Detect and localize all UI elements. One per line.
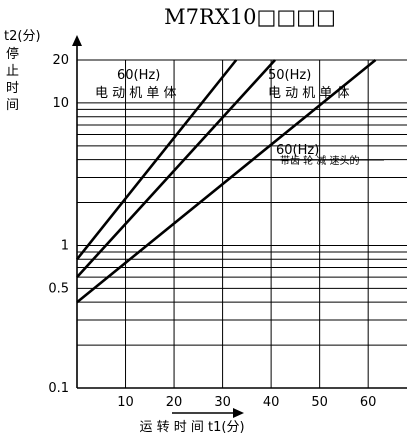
y-axis-arrow xyxy=(72,35,82,46)
series-line-3 xyxy=(76,58,377,304)
y-axis-label-char: 时 xyxy=(6,81,19,96)
y-tick-label: 10 xyxy=(52,96,69,111)
x-tick-label: 10 xyxy=(117,395,134,410)
annotation-50hz-motor: 50(Hz) 电 动 机 单 体 xyxy=(268,68,350,101)
y-axis-label-char: 间 xyxy=(6,98,19,113)
y-tick-label: 20 xyxy=(52,53,69,68)
grid xyxy=(77,59,407,389)
annotation-60hz-gear-desc: 带齿 轮 减 速头的 xyxy=(280,154,360,167)
annotation-50hz-motor-desc: 电 动 机 单 体 xyxy=(268,86,350,101)
y-axis-label-char: 停 xyxy=(6,46,19,62)
y-axis-symbol: t2(分) xyxy=(4,29,41,44)
series-line-2 xyxy=(76,59,276,278)
y-tick-label: 0.5 xyxy=(48,281,69,296)
annotation-60hz-gear-freq: 60(Hz) xyxy=(276,143,319,158)
annotation-50hz-motor-freq: 50(Hz) xyxy=(268,68,311,83)
x-axis-label: 运 转 时 间 t1(分) xyxy=(139,420,244,435)
y-ticks: 20 10 1 0.5 0.1 xyxy=(48,53,69,396)
series-lines xyxy=(75,58,377,304)
x-tick-label: 40 xyxy=(263,395,280,410)
y-tick-label: 0.1 xyxy=(48,381,69,396)
x-tick-label: 30 xyxy=(214,395,231,410)
x-tick-label: 50 xyxy=(311,395,328,410)
axes xyxy=(72,35,407,389)
annotation-60hz-motor: 60(Hz) 电 动 机 单 体 xyxy=(95,68,177,101)
chart-title: M7RX10□□□□ xyxy=(164,5,336,29)
annotation-60hz-motor-freq: 60(Hz) xyxy=(117,68,160,83)
annotation-60hz-gear: 60(Hz) 带齿 轮 减 速头的 xyxy=(272,143,384,167)
annotation-60hz-motor-desc: 电 动 机 单 体 xyxy=(95,86,177,101)
y-axis-label-char: 止 xyxy=(6,64,19,79)
x-axis-arrow xyxy=(172,408,244,418)
x-tick-label: 60 xyxy=(360,395,377,410)
x-ticks: 10 20 30 40 50 60 xyxy=(117,395,376,410)
series-line-1 xyxy=(75,59,238,261)
x-tick-label: 20 xyxy=(166,395,183,410)
y-tick-label: 1 xyxy=(61,238,69,253)
